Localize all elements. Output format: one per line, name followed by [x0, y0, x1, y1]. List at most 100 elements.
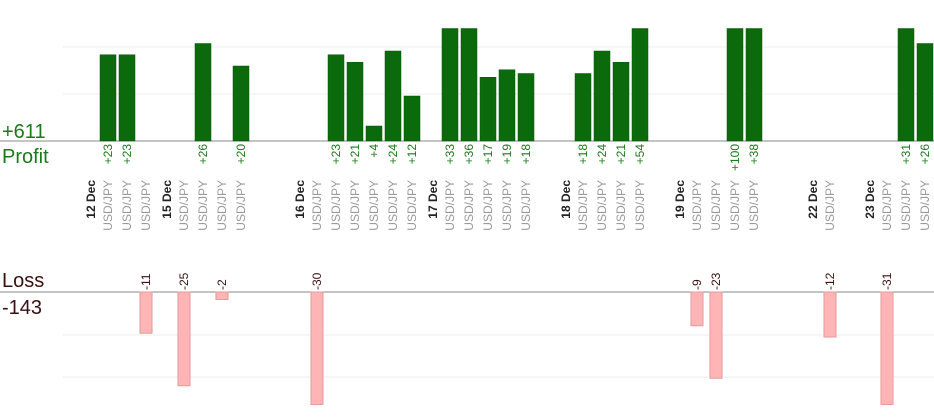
- profit-value-label: +54: [633, 144, 647, 165]
- loss-value-label: -25: [177, 272, 191, 290]
- loss-bar: [823, 291, 837, 338]
- loss-bar: [880, 291, 894, 405]
- day-date-label: 15 Dec: [160, 180, 174, 219]
- trade-symbol-label: USD/JPY: [196, 180, 210, 231]
- profit-bar: [118, 54, 136, 142]
- trade-symbol-label: USD/JPY: [519, 180, 533, 231]
- day-date-label: 22 Dec: [806, 180, 820, 219]
- profit-bar: [441, 28, 459, 142]
- day-date-label: 19 Dec: [673, 180, 687, 219]
- loss-label: Loss: [2, 270, 44, 292]
- day-date-label: 17 Dec: [426, 180, 440, 219]
- day-date-label: 18 Dec: [559, 180, 573, 219]
- profit-bar: [403, 95, 421, 142]
- profit-value-label: +21: [614, 144, 628, 165]
- profit-bar: [460, 28, 478, 142]
- profit-bar: [99, 54, 117, 142]
- loss-total: -143: [2, 297, 42, 319]
- profit-bar: [631, 28, 649, 142]
- trade-symbol-label: USD/JPY: [595, 180, 609, 231]
- profit-bar: [384, 50, 402, 142]
- trade-symbol-label: USD/JPY: [728, 180, 742, 231]
- profit-value-label: +23: [101, 144, 115, 165]
- profit-bar: [479, 77, 497, 142]
- profit-value-label: +17: [481, 144, 495, 165]
- trade-symbol-label: USD/JPY: [481, 180, 495, 231]
- day-date-label: 16 Dec: [293, 180, 307, 219]
- profit-bar: [726, 28, 744, 142]
- profit-bar: [574, 73, 592, 142]
- trade-symbol-label: USD/JPY: [443, 180, 457, 231]
- profit-label: Profit: [2, 146, 49, 168]
- loss-bar: [310, 291, 324, 405]
- profit-value-label: +24: [595, 144, 609, 165]
- trade-symbol-label: USD/JPY: [234, 180, 248, 231]
- loss-bar: [709, 291, 723, 379]
- profit-value-label: +19: [500, 144, 514, 165]
- profit-value-label: +23: [120, 144, 134, 165]
- profit-value-label: +18: [519, 144, 533, 165]
- profit-value-label: +24: [386, 144, 400, 165]
- loss-value-label: -11: [139, 273, 153, 290]
- profit-bar: [346, 62, 364, 142]
- profit-bar: [327, 54, 345, 142]
- trade-symbol-label: USD/JPY: [215, 180, 229, 231]
- loss-value-label: -12: [823, 272, 837, 290]
- trade-symbol-label: USD/JPY: [633, 180, 647, 231]
- trade-symbol-label: USD/JPY: [367, 180, 381, 231]
- profit-bar: [612, 62, 630, 142]
- profit-value-label: +33: [443, 144, 457, 165]
- day-date-label: 23 Dec: [863, 180, 877, 219]
- trade-symbol-label: USD/JPY: [386, 180, 400, 231]
- trade-symbol-label: USD/JPY: [823, 180, 837, 231]
- profit-bar: [232, 65, 250, 142]
- loss-bar: [215, 291, 229, 300]
- loss-bars: [139, 291, 894, 405]
- loss-value-label: -9: [690, 279, 704, 290]
- profit-value-label: +38: [747, 144, 761, 165]
- profit-value-label: +23: [329, 144, 343, 165]
- loss-bar: [139, 291, 153, 334]
- profit-value-label: +21: [348, 144, 362, 165]
- profit-bars: [99, 28, 934, 142]
- loss-value-label: -23: [709, 272, 723, 290]
- profit-value-label: +18: [576, 144, 590, 165]
- profit-bar: [916, 43, 934, 142]
- trade-symbol-label: USD/JPY: [614, 180, 628, 231]
- loss-value-label: -2: [215, 279, 229, 290]
- trade-symbol-label: USD/JPY: [177, 180, 191, 231]
- trade-symbol-label: USD/JPY: [120, 180, 134, 231]
- profit-bar: [745, 28, 763, 142]
- trade-symbol-label: USD/JPY: [405, 180, 419, 231]
- trade-symbol-label: USD/JPY: [462, 180, 476, 231]
- profit-bar: [194, 43, 212, 142]
- trade-symbol-label: USD/JPY: [690, 180, 704, 231]
- profit-value-label: +26: [918, 144, 932, 165]
- profit-bar: [517, 73, 535, 142]
- profit-value-label: +36: [462, 144, 476, 165]
- trade-symbol-label: USD/JPY: [310, 180, 324, 231]
- profit-bar: [593, 50, 611, 142]
- profit-bar: [498, 69, 516, 142]
- trade-symbol-label: USD/JPY: [329, 180, 343, 231]
- profit-bar: [897, 28, 915, 142]
- trade-symbol-label: USD/JPY: [918, 180, 932, 231]
- trade-symbol-label: USD/JPY: [899, 180, 913, 231]
- loss-bar: [690, 291, 704, 327]
- trade-symbol-label: USD/JPY: [880, 180, 894, 231]
- trade-symbol-label: USD/JPY: [500, 180, 514, 231]
- trade-symbol-label: USD/JPY: [139, 180, 153, 231]
- trade-symbol-label: USD/JPY: [709, 180, 723, 231]
- profit-bar: [365, 125, 383, 142]
- trade-symbol-label: USD/JPY: [101, 180, 115, 231]
- trade-symbol-label: USD/JPY: [348, 180, 362, 231]
- profit-value-label: +4: [367, 144, 381, 158]
- loss-value-label: -31: [880, 272, 894, 290]
- loss-value-label: -30: [310, 272, 324, 290]
- profit-value-label: +20: [234, 144, 248, 165]
- trade-symbol-label: USD/JPY: [747, 180, 761, 231]
- profit-value-label: +100: [728, 144, 742, 171]
- profit-total: +611: [2, 121, 46, 143]
